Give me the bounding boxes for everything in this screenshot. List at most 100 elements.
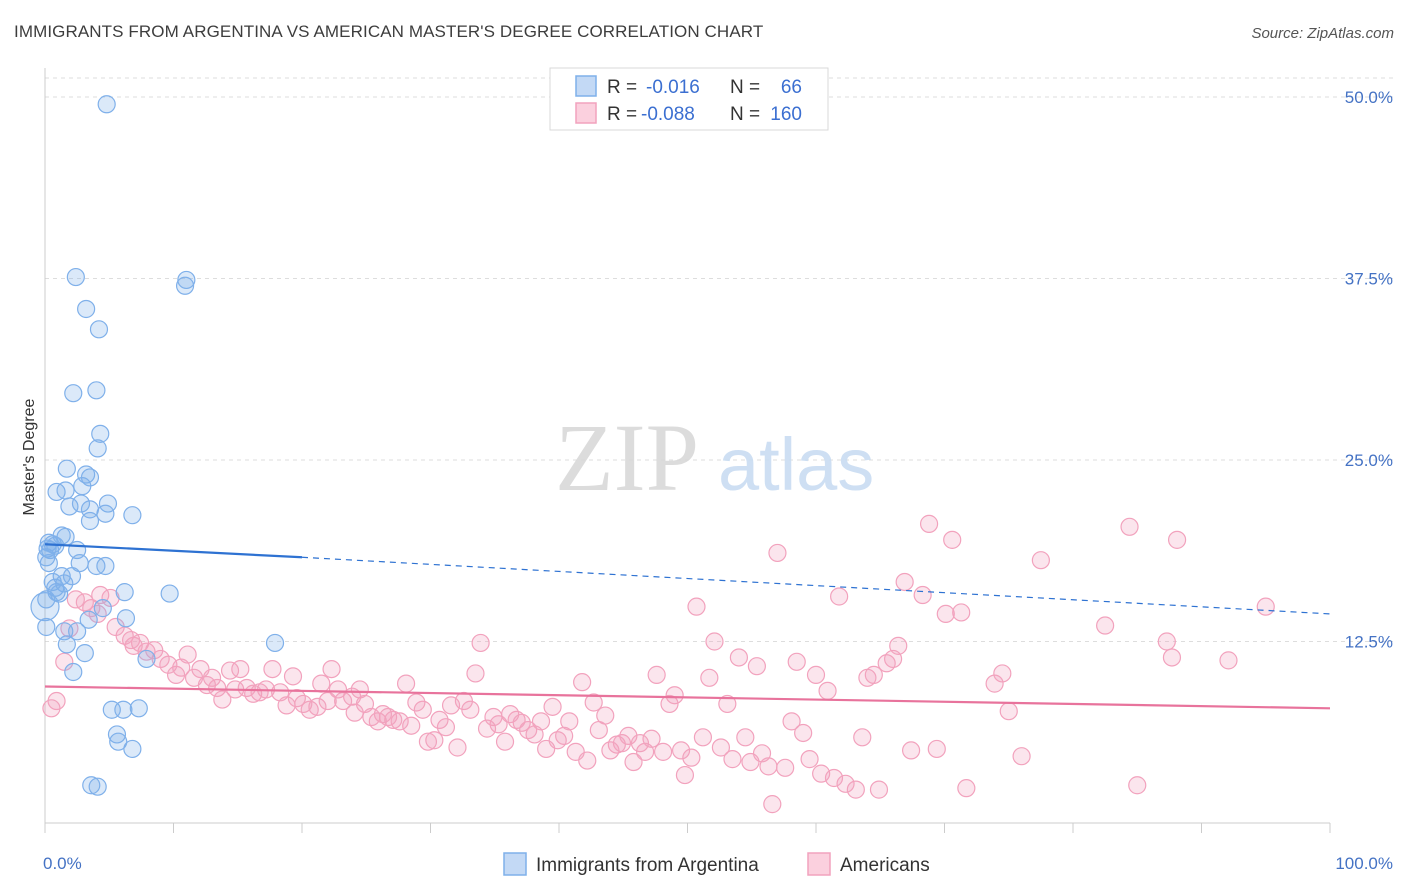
americans-point — [846, 780, 865, 799]
americans-point — [448, 738, 467, 757]
argentina-point — [80, 511, 100, 531]
americans-point — [824, 768, 844, 788]
argentina-point — [79, 610, 98, 629]
argentina-point — [116, 609, 136, 628]
argentina-point — [89, 320, 109, 339]
americans-point — [396, 674, 416, 693]
americans-point — [418, 732, 438, 751]
americans-point — [436, 718, 456, 737]
argentina-point — [47, 482, 66, 502]
americans-point — [231, 659, 250, 679]
argentina-point — [64, 662, 83, 682]
americans-point — [178, 645, 197, 664]
americans-point — [378, 707, 398, 727]
argentina-point — [37, 617, 56, 637]
argentina-point — [71, 494, 91, 513]
americans-point — [836, 774, 855, 793]
americans-point — [895, 572, 914, 592]
argentina-trend-line — [44, 543, 303, 559]
americans-point — [630, 734, 650, 753]
americans-point — [373, 704, 393, 724]
chart-source: Source: ZipAtlas.com — [1251, 25, 1394, 42]
argentina-point — [177, 270, 196, 290]
argentina-point — [68, 622, 87, 641]
americans-point — [263, 659, 282, 679]
americans-point — [913, 585, 932, 605]
americans-point — [402, 716, 421, 735]
americans-point — [202, 668, 222, 687]
americans-point — [985, 674, 1004, 693]
americans-point — [869, 780, 889, 799]
americans-point — [747, 657, 766, 676]
americans-point — [671, 741, 691, 760]
americans-point — [919, 514, 939, 533]
americans-point — [328, 680, 348, 699]
argentina-point — [82, 776, 101, 795]
bottom-legend-blue-swatch — [503, 852, 527, 876]
americans-point — [612, 734, 632, 753]
americans-point — [768, 543, 787, 563]
americans-point — [318, 691, 337, 711]
americans-point — [413, 700, 432, 719]
argentina-point — [96, 556, 115, 576]
americans-point — [1128, 776, 1147, 795]
y-tick-label: 50.0% — [1345, 88, 1393, 107]
bottom-legend-pink-swatch — [807, 852, 831, 876]
legend-blue-n-label: N = — [730, 77, 760, 98]
americans-point — [596, 706, 615, 725]
americans-point — [993, 664, 1012, 683]
americans-point — [512, 713, 531, 732]
americans-point — [642, 729, 661, 748]
argentina-trend-extension — [301, 556, 1331, 615]
argentina-point — [37, 590, 56, 609]
argentina-point — [114, 700, 133, 719]
legend-blue-r-value: -0.016 — [646, 77, 700, 98]
y-tick-label: 37.5% — [1345, 270, 1393, 289]
americans-point — [830, 587, 849, 606]
americans-point — [711, 738, 731, 757]
argentina-point — [57, 459, 76, 478]
trend-lines — [44, 543, 1331, 710]
americans-point — [736, 728, 755, 747]
argentina-point — [175, 276, 195, 295]
chart-title: IMMIGRANTS FROM ARGENTINA VS AMERICAN MA… — [14, 22, 764, 41]
y-axis-label: Master's Degree — [21, 398, 38, 515]
argentina-point — [123, 739, 142, 759]
argentina-point — [60, 497, 79, 516]
americans-point — [1256, 597, 1275, 616]
americans-point — [889, 636, 908, 655]
americans-point — [461, 700, 480, 719]
argentina-point — [75, 644, 94, 663]
x-tick-label: 100.0% — [1335, 854, 1393, 873]
americans-point — [705, 632, 724, 651]
americans-point — [687, 597, 706, 616]
americans-point — [213, 690, 232, 709]
americans-point — [560, 712, 579, 731]
americans-points — [42, 514, 1275, 814]
argentina-point — [62, 567, 82, 586]
americans-point — [312, 674, 331, 693]
americans-point — [806, 665, 826, 684]
watermark: ZIP atlas — [555, 404, 874, 511]
americans-point — [619, 726, 638, 745]
argentina-point — [88, 777, 107, 796]
americans-point — [927, 739, 946, 759]
americans-point — [430, 710, 449, 730]
argentina-point — [115, 583, 134, 602]
americans-point — [1031, 551, 1050, 570]
argentina-point — [30, 592, 60, 622]
americans-point — [957, 779, 976, 798]
americans-point — [675, 765, 695, 785]
argentina-point — [77, 299, 96, 319]
americans-point — [1096, 616, 1115, 635]
argentina-point — [64, 384, 83, 403]
y-tick-label: 12.5% — [1345, 633, 1393, 652]
watermark-zip: ZIP — [555, 404, 699, 511]
americans-point — [660, 694, 679, 714]
americans-point — [489, 715, 508, 734]
argentina-point — [109, 732, 128, 751]
americans-point — [818, 681, 837, 700]
americans-point — [1120, 517, 1139, 536]
americans-point — [384, 710, 403, 730]
americans-point — [55, 652, 74, 671]
